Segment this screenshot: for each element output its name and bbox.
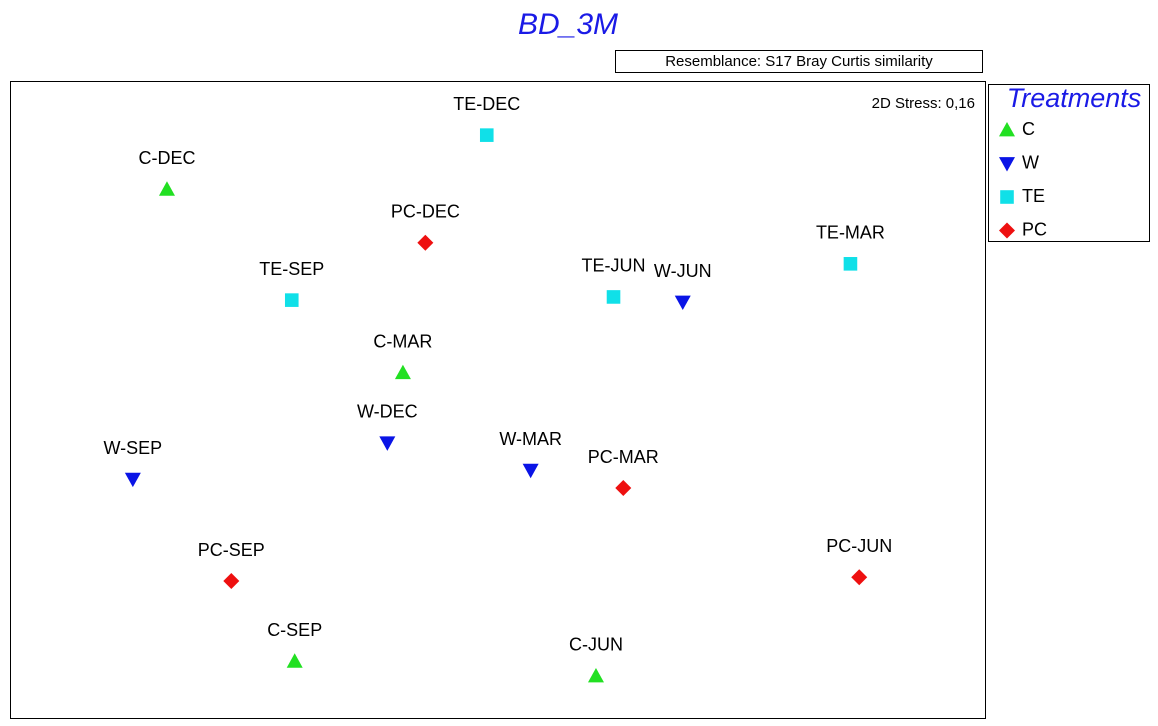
point [394,364,411,380]
point [379,436,396,451]
point [417,234,434,251]
legend-label: W [1022,152,1039,172]
point-label: W-SEP [104,438,163,458]
point [284,293,299,307]
point-label: C-DEC [138,148,195,168]
point [674,295,691,311]
point-label: W-DEC [357,402,418,422]
legend-label: C [1022,119,1035,139]
legend-label: TE [1022,186,1045,206]
point [851,569,868,586]
point-label: C-JUN [569,635,623,655]
point-label: PC-DEC [391,202,460,222]
point-label: PC-MAR [588,447,659,467]
point-label: TE-MAR [816,223,885,243]
point-label: TE-JUN [582,256,646,276]
legend-title: Treatments [1007,83,1142,113]
point-label: W-MAR [499,429,562,449]
point [522,463,539,479]
chart-title: BD_3M [518,8,618,41]
point [606,290,621,304]
point [223,573,240,590]
point [479,128,494,142]
point-label: C-SEP [267,620,322,640]
point [158,181,175,196]
subtitle: Resemblance: S17 Bray Curtis similarity [665,53,933,70]
point [615,480,632,497]
point-label: W-JUN [654,261,712,281]
legend-marker [999,157,1015,172]
legend-label: PC [1022,219,1047,239]
point-label: PC-SEP [198,540,265,560]
plot-frame [10,81,986,719]
legend-marker [999,222,1015,239]
subtitle-box [615,50,983,73]
stress-annotation: 2D Stress: 0,16 [872,95,975,112]
legend-box [988,84,1150,242]
point [286,653,303,668]
point [843,257,858,271]
legend-marker [999,122,1015,137]
point [587,667,604,683]
point-label: TE-SEP [259,259,324,279]
point-label: C-MAR [373,331,432,351]
point-label: TE-DEC [453,94,520,114]
point-label: PC-JUN [826,536,892,556]
point [124,472,141,488]
legend-marker [1000,190,1014,204]
